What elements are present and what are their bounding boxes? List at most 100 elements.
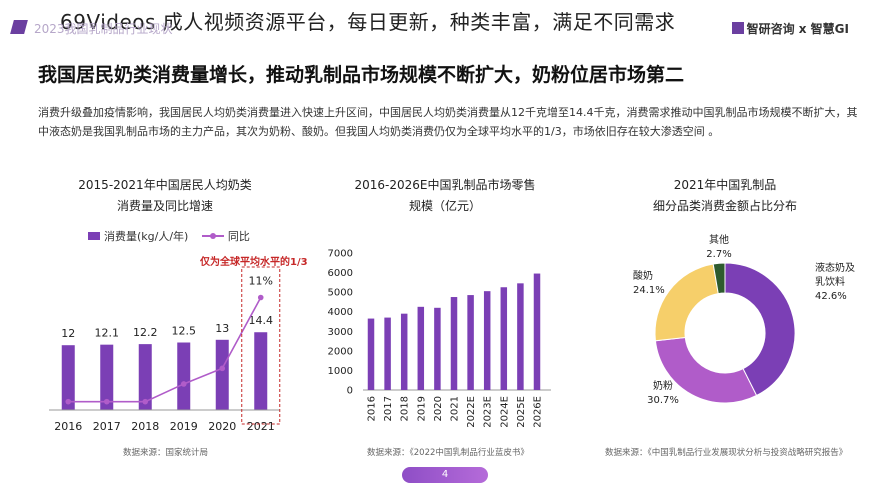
chart2-x-tick: 2018 bbox=[400, 396, 411, 421]
chart1-growth-label: 11% bbox=[249, 275, 273, 288]
brand-icon bbox=[731, 22, 744, 34]
intro-paragraph: 消费升级叠加疫情影响，我国居民人均奶类消费量进入快速上升区间，中国居民人均奶类消… bbox=[38, 106, 858, 138]
chart1-bar-label: 14.4 bbox=[249, 314, 274, 327]
chart3-slice-label: 42.6% bbox=[815, 291, 847, 302]
page-number-badge: 4 bbox=[402, 467, 488, 483]
chart1-x-tick: 2018 bbox=[131, 420, 159, 433]
chart2-bar bbox=[500, 287, 508, 390]
chart2-y-tick: 1000 bbox=[328, 366, 353, 377]
chart2-x-tick: 2023E bbox=[483, 396, 494, 428]
chart2-y-tick: 0 bbox=[347, 386, 353, 397]
chart2-x-tick: 2021 bbox=[450, 396, 461, 421]
chart2-bar bbox=[417, 306, 425, 390]
chart1-x-tick: 2017 bbox=[93, 420, 121, 433]
chart1-bar bbox=[177, 342, 191, 410]
chart1-consumption: 12 2016 12.1 2017 12.2 2018 12.5 2019 13 2020 14.4… bbox=[49, 266, 281, 433]
chart1-x-tick: 2019 bbox=[170, 420, 198, 433]
chart1-x-tick: 2016 bbox=[54, 420, 82, 433]
chart2-title-line2: 规模（亿元） bbox=[408, 199, 481, 213]
chart2-x-tick: 2019 bbox=[416, 396, 427, 421]
chart3-title-line1: 2021年中国乳制品 bbox=[673, 178, 777, 192]
chart1-bar bbox=[215, 339, 229, 410]
chart3-slice bbox=[712, 262, 726, 295]
chart1-x-tick: 2021 bbox=[247, 420, 275, 433]
legend-bar-label: 消费量(kg/人/年) bbox=[104, 230, 189, 243]
chart1-title: 2015-2021年中国居民人均奶类 消费量及同比增速 bbox=[45, 175, 285, 217]
chart2-x-tick: 2017 bbox=[383, 396, 394, 421]
legend-line-swatch bbox=[201, 232, 224, 240]
header-strip: 2023我国乳制品行业现状 bbox=[0, 14, 889, 40]
overlay-title: 69Videos 成人视频资源平台，每日更新，种类丰富，满足不同需求 bbox=[60, 10, 676, 34]
chart2-x-tick: 2024E bbox=[499, 396, 510, 428]
chart3-slice-label: 30.7% bbox=[647, 395, 679, 406]
chart2-x-tick: 2020 bbox=[433, 396, 444, 421]
chart2-bar bbox=[483, 291, 491, 390]
legend-line-label: 同比 bbox=[227, 230, 250, 243]
chart3-slice-label: 其他 bbox=[709, 233, 729, 246]
brand-logo: 智研咨询 x 智慧GI bbox=[731, 20, 849, 37]
chart2-x-tick: 2026E bbox=[533, 396, 544, 428]
chart3-slice bbox=[654, 336, 758, 404]
header-faded-text: 2023我国乳制品行业现状 bbox=[34, 22, 173, 36]
chart1-bar bbox=[138, 344, 152, 410]
chart1-bar-label: 13 bbox=[215, 322, 229, 335]
chart1-title-line1: 2015-2021年中国居民人均奶类 bbox=[78, 178, 252, 192]
chart1-growth-point bbox=[65, 398, 72, 405]
chart1-bar-label: 12.5 bbox=[172, 325, 197, 338]
chart1-annotation: 仅为全球平均水平的1/3 bbox=[200, 257, 308, 268]
chart2-bar bbox=[384, 317, 391, 390]
chart1-bar bbox=[61, 345, 75, 410]
chart2-title: 2016-2026E中国乳制品市场零售 规模（亿元） bbox=[330, 175, 560, 217]
chart2-y-tick: 7000 bbox=[328, 249, 353, 260]
chart1-bar-label: 12 bbox=[61, 327, 75, 340]
chart3-slice bbox=[724, 262, 796, 397]
chart3-source: 数据来源：《中国乳制品行业发展现状分析与投资战略研究报告》 bbox=[605, 448, 848, 458]
chart3-slice-label: 乳饮料 bbox=[815, 275, 845, 288]
legend-bar-swatch bbox=[88, 232, 100, 240]
chart1-bar bbox=[254, 332, 268, 410]
chart2-title-line1: 2016-2026E中国乳制品市场零售 bbox=[354, 178, 536, 192]
chart2-bar bbox=[400, 313, 408, 390]
chart1-growth-point bbox=[103, 398, 110, 405]
chart3-title: 2021年中国乳制品 细分品类消费金额占比分布 bbox=[620, 175, 830, 217]
chart1-growth-line bbox=[68, 297, 262, 403]
chart1-bar-label: 12.1 bbox=[95, 327, 120, 340]
chart2-bar bbox=[367, 318, 375, 390]
chart1-growth-point bbox=[142, 398, 149, 405]
chart1-growth-point bbox=[219, 365, 226, 372]
chart3-slice-label: 2.7% bbox=[706, 249, 731, 260]
chart1-source: 数据来源：国家统计局 bbox=[123, 448, 209, 458]
main-heading: 我国居民奶类消费量增长，推动乳制品市场规模不断扩大，奶粉位居市场第二 bbox=[38, 64, 685, 86]
chart2-market-size: 0 1000 2000 3000 4000 5000 6000 7000 2016 2017 201… bbox=[328, 249, 551, 428]
chart3-slice-label: 液态奶及 bbox=[815, 261, 855, 274]
chart2-bar bbox=[450, 297, 458, 390]
chart3-title-line2: 细分品类消费金额占比分布 bbox=[652, 199, 797, 213]
chart2-y-tick: 2000 bbox=[328, 346, 353, 357]
chart2-x-tick: 2022E bbox=[466, 396, 477, 428]
chart2-x-tick: 2016 bbox=[367, 396, 378, 421]
chart3-slice bbox=[654, 263, 719, 342]
chart1-title-line2: 消费量及同比增速 bbox=[116, 199, 213, 213]
chart3-slice-label: 酸奶 bbox=[633, 269, 653, 282]
chart3-slice-label: 奶粉 bbox=[653, 379, 673, 392]
chart3-slice-label: 24.1% bbox=[633, 285, 665, 296]
chart2-y-tick: 3000 bbox=[328, 327, 353, 338]
chart1-legend: 消费量(kg/人/年) 同比 bbox=[88, 228, 250, 244]
chart2-bar bbox=[434, 307, 441, 390]
chart2-source: 数据来源：《2022中国乳制品行业蓝皮书》 bbox=[367, 448, 529, 458]
chart1-x-tick: 2020 bbox=[208, 420, 236, 433]
chart2-y-tick: 5000 bbox=[328, 288, 353, 299]
chart1-bar bbox=[100, 344, 114, 410]
chart1-bar-label: 12.2 bbox=[133, 326, 158, 339]
chart2-y-tick: 4000 bbox=[328, 307, 353, 318]
chart2-bar bbox=[467, 295, 474, 390]
chart1-growth-point bbox=[180, 381, 187, 387]
chart2-y-tick: 6000 bbox=[328, 268, 353, 279]
brand-text: 智研咨询 x 智慧GI bbox=[746, 22, 849, 36]
chart2-x-tick: 2025E bbox=[516, 396, 527, 428]
chart2-bar bbox=[533, 273, 541, 390]
chart1-growth-point bbox=[257, 294, 264, 301]
chart1-highlight-box bbox=[241, 266, 281, 425]
chart2-bar bbox=[517, 283, 524, 390]
